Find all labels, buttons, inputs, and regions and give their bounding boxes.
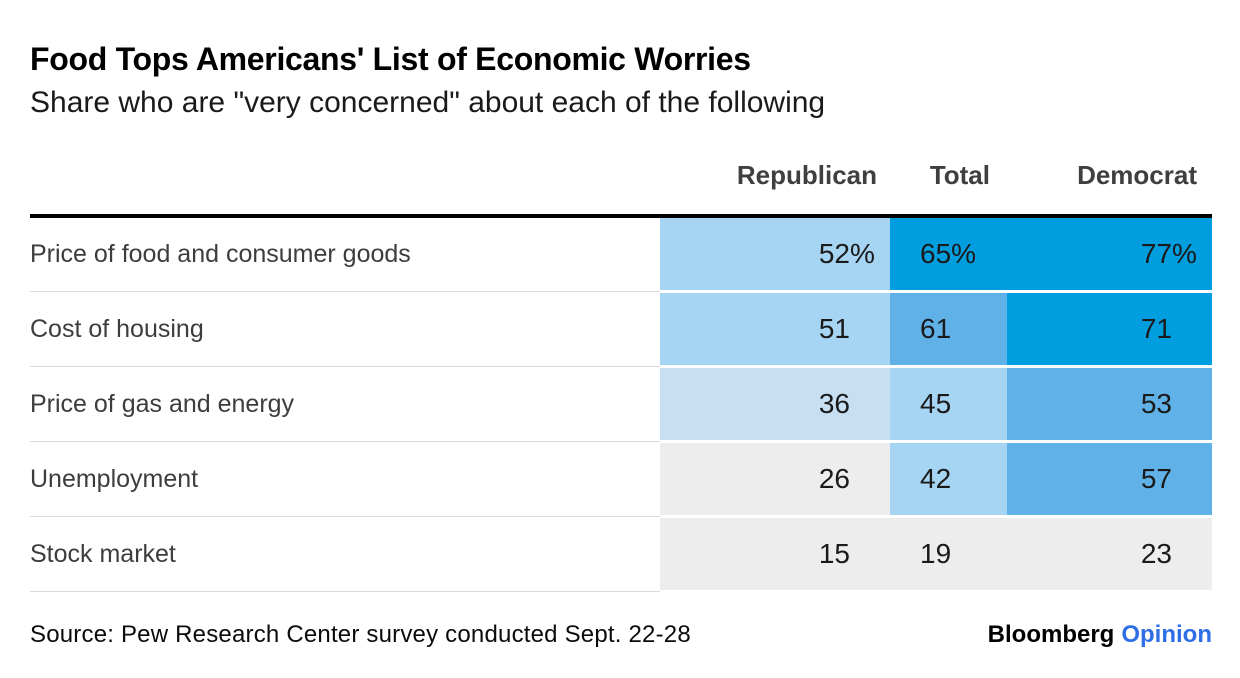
chart-subtitle: Share who are "very concerned" about eac…: [30, 86, 826, 119]
chart-title: Food Tops Americans' List of Economic Wo…: [30, 41, 751, 77]
value-cell-total: 19: [890, 518, 1007, 590]
value-cell-republican: 36: [660, 368, 890, 440]
row-separator: [30, 441, 660, 442]
logo-bloomberg-wordmark: Bloomberg: [987, 621, 1115, 648]
cell-value: 52: [818, 238, 850, 269]
table-row: Cost of housing 51 61 71: [30, 293, 1212, 368]
table-row: Price of gas and energy 36 45 53: [30, 368, 1212, 443]
cell-value: 19: [920, 538, 952, 569]
value-cell-republican: 52%: [660, 218, 890, 290]
cell-value: 36: [818, 388, 850, 419]
row-separator: [30, 366, 660, 367]
table-row: Stock market 15 19 23: [30, 518, 1212, 593]
value-cell-total: 45: [890, 368, 1007, 440]
heatmap-table: Price of food and consumer goods 52% 65% 77…: [30, 218, 1212, 593]
value-cell-democrat: 77%: [1007, 218, 1212, 290]
value-cell-democrat: 53: [1007, 368, 1212, 440]
value-cell-total: 65%: [890, 218, 1007, 290]
cell-value: 23: [1140, 538, 1172, 569]
column-header-democrat: Democrat: [1077, 160, 1197, 190]
cell-value: 15: [818, 538, 850, 569]
column-header-row: Republican Total Democrat: [30, 157, 1212, 193]
cell-value: 61: [920, 313, 952, 344]
value-cell-republican: 51: [660, 293, 890, 365]
value-cell-democrat: 71: [1007, 293, 1212, 365]
value-cell-total: 61: [890, 293, 1007, 365]
row-label: Price of food and consumer goods: [30, 240, 411, 268]
bloomberg-opinion-logo: Bloomberg Opinion: [988, 617, 1212, 653]
value-cell-democrat: 57: [1007, 443, 1212, 515]
value-cell-total: 42: [890, 443, 1007, 515]
source-note: Source: Pew Research Center survey condu…: [30, 621, 691, 648]
cell-value: 26: [818, 463, 850, 494]
table-row: Price of food and consumer goods 52% 65% 77…: [30, 218, 1212, 293]
cell-value: 45: [920, 388, 952, 419]
row-separator: [30, 591, 660, 592]
row-separator: [30, 516, 660, 517]
logo-opinion-wordmark: Opinion: [1121, 621, 1212, 648]
cell-value: 42: [920, 463, 952, 494]
value-cell-republican: 15: [660, 518, 890, 590]
cell-value: 57: [1140, 463, 1172, 494]
row-label: Price of gas and energy: [30, 390, 295, 418]
value-cell-republican: 26: [660, 443, 890, 515]
table-row: Unemployment 26 42 57: [30, 443, 1212, 518]
cell-value: 71: [1140, 313, 1172, 344]
value-cell-democrat: 23: [1007, 518, 1212, 590]
cell-value: 65: [920, 238, 952, 269]
column-header-total: Total: [929, 160, 990, 190]
row-label: Cost of housing: [30, 315, 204, 343]
row-label: Unemployment: [30, 465, 199, 493]
row-label: Stock market: [30, 540, 176, 568]
cell-value: 51: [818, 313, 850, 344]
header-rule: [30, 214, 1212, 218]
row-separator: [30, 291, 660, 292]
cell-value: 77: [1140, 238, 1172, 269]
cell-value: 53: [1140, 388, 1172, 419]
column-header-republican: Republican: [736, 160, 877, 190]
